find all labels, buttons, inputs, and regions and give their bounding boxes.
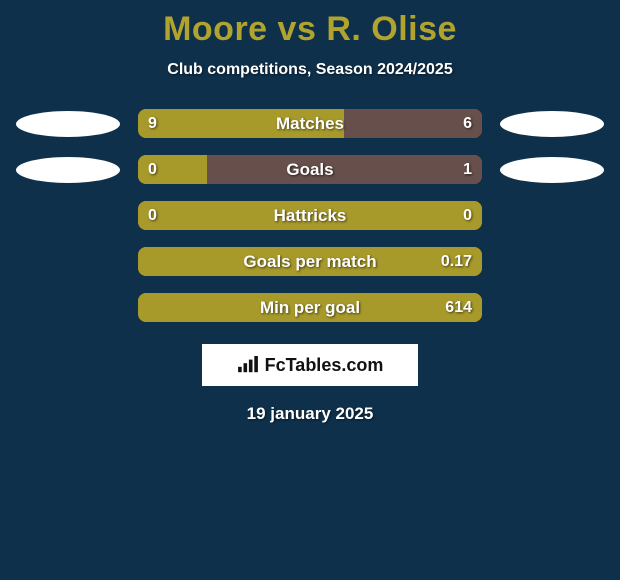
title-vs: vs (278, 10, 317, 48)
stat-bar: 96Matches (138, 109, 482, 138)
date-line: 19 january 2025 (0, 404, 620, 424)
stat-row: 0.17Goals per match (0, 247, 620, 276)
title-player-b: R. Olise (326, 10, 457, 48)
stats-container: 96Matches01Goals00Hattricks0.17Goals per… (0, 109, 620, 322)
bar-fill-left (138, 247, 482, 276)
stat-value-right: 0.17 (441, 247, 472, 276)
stat-value-left: 0 (148, 201, 157, 230)
bar-chart-icon (237, 356, 259, 374)
stat-bar: 00Hattricks (138, 201, 482, 230)
stat-row: 01Goals (0, 155, 620, 184)
subtitle: Club competitions, Season 2024/2025 (0, 61, 620, 79)
bar-fill-right (344, 109, 482, 138)
player-a-oval (16, 157, 120, 183)
stat-bar: 01Goals (138, 155, 482, 184)
player-b-oval (500, 157, 604, 183)
stat-value-right: 0 (463, 201, 472, 230)
stat-row: 614Min per goal (0, 293, 620, 322)
title-player-a: Moore (163, 10, 268, 48)
bar-fill-left (138, 293, 482, 322)
stat-row: 96Matches (0, 109, 620, 138)
stat-value-left: 0 (148, 155, 157, 184)
player-b-oval (500, 111, 604, 137)
bar-fill-left (138, 201, 482, 230)
brand-box[interactable]: FcTables.com (202, 344, 418, 386)
stat-value-right: 614 (445, 293, 472, 322)
brand-text: FcTables.com (265, 355, 384, 376)
stat-bar: 0.17Goals per match (138, 247, 482, 276)
stat-bar: 614Min per goal (138, 293, 482, 322)
page-root: Moore vs R. Olise Club competitions, Sea… (0, 0, 620, 580)
bar-fill-left (138, 109, 344, 138)
page-title: Moore vs R. Olise (0, 0, 620, 49)
player-a-oval (16, 111, 120, 137)
stat-value-right: 1 (463, 155, 472, 184)
stat-value-right: 6 (463, 109, 472, 138)
stat-value-left: 9 (148, 109, 157, 138)
stat-row: 00Hattricks (0, 201, 620, 230)
bar-fill-right (207, 155, 482, 184)
